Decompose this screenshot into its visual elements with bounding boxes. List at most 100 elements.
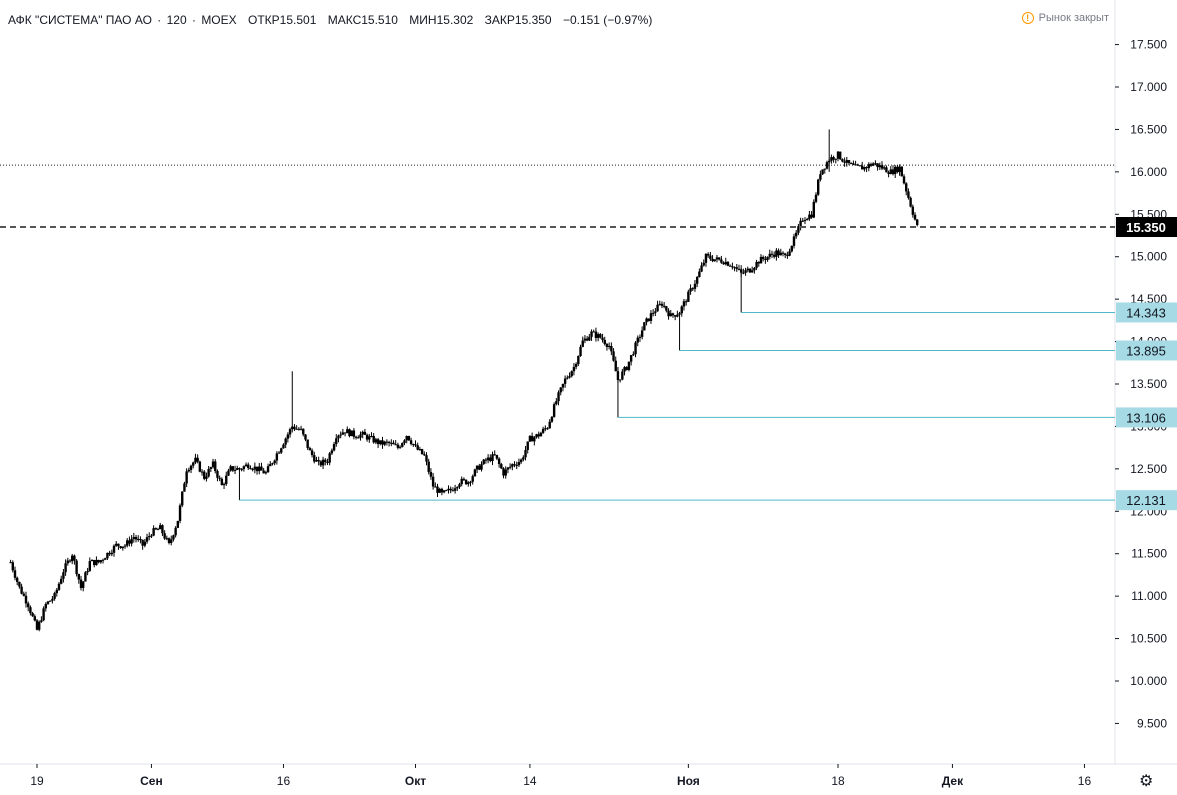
candle-body: [583, 338, 587, 341]
last-price-label: 15.350: [1126, 220, 1166, 235]
candle-body: [313, 455, 316, 462]
candle-body: [132, 537, 136, 539]
high-label: МАКС: [327, 13, 362, 27]
candle-body: [29, 607, 32, 614]
candle-body: [205, 476, 208, 479]
candle-body: [891, 169, 895, 175]
candle-body: [819, 174, 822, 180]
candle-body: [702, 262, 705, 266]
candle-body: [843, 161, 846, 163]
candle-body: [178, 505, 182, 521]
interval-label[interactable]: 120: [166, 13, 187, 27]
candle-body: [484, 459, 488, 461]
candle-body: [225, 475, 228, 485]
candle-body: [902, 176, 906, 184]
candle-body: [438, 488, 441, 493]
candle-body: [412, 444, 415, 446]
symbol-title[interactable]: АФК "СИСТЕМА" ПАО АО: [8, 13, 152, 27]
candle-body: [185, 471, 188, 484]
candle-body: [447, 488, 450, 491]
candle-body: [748, 268, 752, 273]
candle-body: [552, 404, 556, 417]
candle-body: [315, 460, 318, 462]
candle-body: [491, 454, 494, 461]
market-status-text: Рынок закрыт: [1038, 12, 1109, 24]
candle-body: [453, 488, 457, 491]
candle-body: [742, 272, 745, 274]
candle-body: [869, 164, 873, 166]
candle-body: [266, 466, 270, 473]
candle-body: [220, 478, 224, 486]
candle-body: [856, 164, 860, 166]
candle-body: [165, 538, 169, 540]
candle-body: [557, 392, 560, 402]
candle-body: [280, 448, 283, 453]
candle-body: [93, 559, 96, 566]
candle-body: [803, 220, 807, 222]
candle-body: [872, 163, 875, 166]
candle-body: [372, 435, 375, 443]
candle-body: [607, 345, 611, 347]
candle-body: [260, 466, 263, 471]
candle-body: [119, 546, 122, 549]
candle-body: [581, 340, 584, 347]
candle-body: [614, 360, 617, 372]
candle-body: [511, 464, 514, 467]
candle-body: [407, 436, 411, 441]
candle-body: [612, 351, 615, 361]
gear-icon[interactable]: ⚙: [1139, 773, 1154, 790]
y-tick-label: 10.000: [1130, 674, 1167, 688]
support-price-tag: [1116, 490, 1177, 511]
candle-body: [317, 460, 320, 462]
candle-body: [130, 538, 133, 544]
candle-body: [460, 478, 463, 485]
candle-body: [577, 355, 580, 365]
candle-body: [770, 253, 774, 255]
candle-body: [865, 167, 868, 169]
candle-body: [570, 371, 573, 377]
candle-body: [799, 220, 802, 227]
candle-body: [775, 250, 778, 257]
close-label: ЗАКР: [484, 13, 515, 27]
support-price-tag: [1116, 302, 1177, 323]
x-tick-label: 14: [523, 774, 537, 788]
candle-body: [203, 471, 206, 479]
x-tick-label: Окт: [405, 774, 426, 788]
candle-body: [563, 378, 567, 384]
candle-body: [51, 598, 54, 601]
candle-body: [814, 194, 818, 202]
y-tick-label: 15.000: [1130, 250, 1167, 264]
candle-body: [253, 466, 257, 470]
candle-body: [753, 267, 756, 271]
candle-body: [401, 443, 404, 447]
candle-body: [284, 438, 287, 445]
candle-body: [97, 559, 100, 563]
candle-body: [854, 164, 857, 166]
candle-body: [832, 157, 835, 160]
candle-body: [238, 468, 241, 470]
candle-body: [839, 151, 842, 160]
candle-body: [247, 464, 250, 469]
candle-body: [418, 449, 422, 451]
candle-body: [836, 151, 840, 159]
candle-body: [526, 441, 529, 450]
candle-body: [86, 570, 89, 573]
candle-body: [339, 434, 342, 436]
market-status[interactable]: ! Рынок закрыт: [1021, 12, 1109, 24]
candle-body: [423, 454, 426, 456]
candle-body: [638, 336, 642, 338]
candle-body: [445, 490, 448, 492]
candle-body: [704, 253, 708, 263]
candle-body: [306, 439, 309, 449]
candle-body: [403, 440, 406, 444]
candle-body: [537, 434, 540, 437]
candle-body: [539, 432, 543, 437]
candle-body: [79, 579, 83, 588]
last-price-tag: [1116, 217, 1177, 238]
candle-body: [907, 191, 910, 198]
candle-body: [11, 562, 14, 571]
candle-body: [264, 472, 268, 474]
candle-body: [909, 197, 912, 207]
candle-body: [605, 344, 609, 347]
